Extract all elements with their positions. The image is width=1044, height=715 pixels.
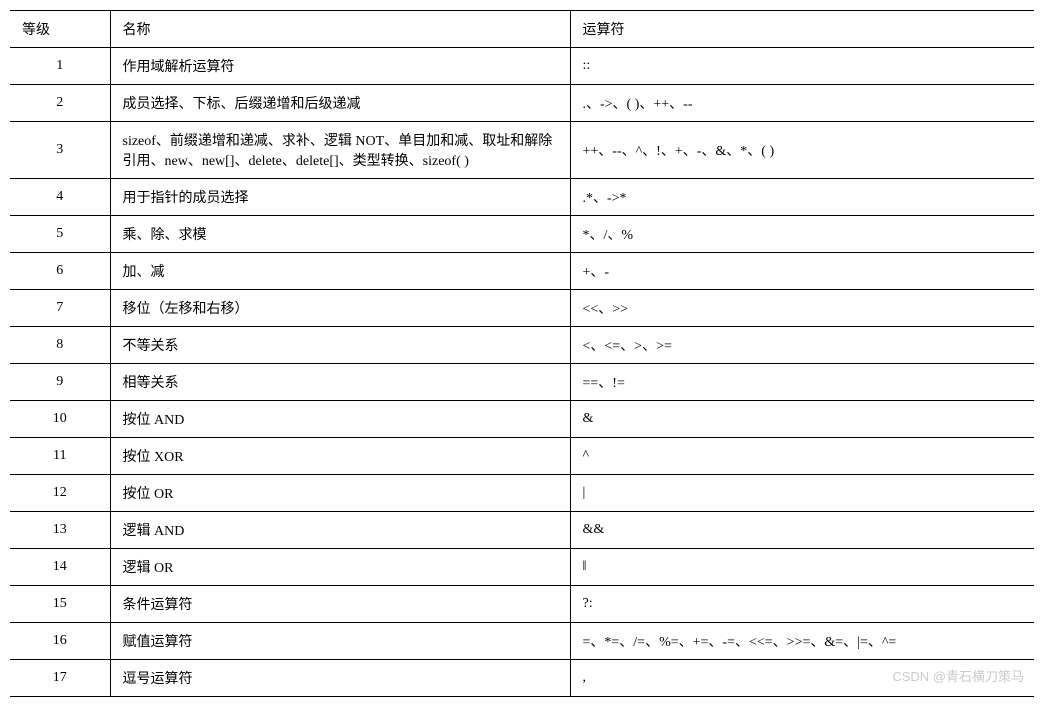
cell-level: 9 [10, 364, 110, 401]
cell-operator: | [570, 475, 1034, 512]
cell-level: 11 [10, 438, 110, 475]
cell-name: 赋值运算符 [110, 623, 570, 660]
table-row: 13逻辑 AND&& [10, 512, 1034, 549]
table-row: 6加、减+、- [10, 253, 1034, 290]
cell-name: 相等关系 [110, 364, 570, 401]
cell-level: 16 [10, 623, 110, 660]
table-row: 12按位 OR| [10, 475, 1034, 512]
cell-level: 6 [10, 253, 110, 290]
cell-name: 逻辑 OR [110, 549, 570, 586]
cell-level: 3 [10, 122, 110, 179]
cell-operator: .*、->* [570, 179, 1034, 216]
header-name: 名称 [110, 11, 570, 48]
cell-level: 1 [10, 48, 110, 85]
table-body: 1作用域解析运算符::2成员选择、下标、后缀递增和后级递减.、->、( )、++… [10, 48, 1034, 697]
cell-operator: ^ [570, 438, 1034, 475]
cell-operator: .、->、( )、++、-- [570, 85, 1034, 122]
cell-level: 17 [10, 660, 110, 697]
cell-operator: ‖ [570, 549, 1034, 586]
cell-name: 按位 XOR [110, 438, 570, 475]
header-operator: 运算符 [570, 11, 1034, 48]
table-row: 17逗号运算符, [10, 660, 1034, 697]
cell-level: 13 [10, 512, 110, 549]
cell-name: 逗号运算符 [110, 660, 570, 697]
watermark: CSDN @青石横刀策马 [892, 666, 1024, 685]
cell-operator: +、- [570, 253, 1034, 290]
cell-name: 成员选择、下标、后缀递增和后级递减 [110, 85, 570, 122]
table-row: 14逻辑 OR‖ [10, 549, 1034, 586]
table-row: 3sizeof、前缀递增和递减、求补、逻辑 NOT、单目加和减、取址和解除引用、… [10, 122, 1034, 179]
cell-operator: ?: [570, 586, 1034, 623]
cell-name: sizeof、前缀递增和递减、求补、逻辑 NOT、单目加和减、取址和解除引用、n… [110, 122, 570, 179]
cell-name: 按位 OR [110, 475, 570, 512]
table-header-row: 等级 名称 运算符 [10, 11, 1034, 48]
cell-name: 不等关系 [110, 327, 570, 364]
table-row: 1作用域解析运算符:: [10, 48, 1034, 85]
cell-name: 加、减 [110, 253, 570, 290]
table-row: 7移位（左移和右移）<<、>> [10, 290, 1034, 327]
table-row: 4用于指针的成员选择.*、->* [10, 179, 1034, 216]
cell-level: 14 [10, 549, 110, 586]
table-row: 10按位 AND& [10, 401, 1034, 438]
table-row: 16赋值运算符=、*=、/=、%=、+=、-=、<<=、>>=、&=、|=、^= [10, 623, 1034, 660]
cell-level: 4 [10, 179, 110, 216]
cell-level: 2 [10, 85, 110, 122]
cell-name: 移位（左移和右移） [110, 290, 570, 327]
cell-level: 5 [10, 216, 110, 253]
cell-operator: ++、--、^、!、+、-、&、*、( ) [570, 122, 1034, 179]
table-row: 5乘、除、求模*、/、% [10, 216, 1034, 253]
cell-operator: :: [570, 48, 1034, 85]
cell-name: 用于指针的成员选择 [110, 179, 570, 216]
cell-level: 10 [10, 401, 110, 438]
cell-level: 12 [10, 475, 110, 512]
cell-level: 7 [10, 290, 110, 327]
table-row: 11按位 XOR^ [10, 438, 1034, 475]
cell-operator: =、*=、/=、%=、+=、-=、<<=、>>=、&=、|=、^= [570, 623, 1034, 660]
cell-name: 乘、除、求模 [110, 216, 570, 253]
cell-name: 按位 AND [110, 401, 570, 438]
cell-operator: <<、>> [570, 290, 1034, 327]
table-row: 15条件运算符?: [10, 586, 1034, 623]
cell-name: 逻辑 AND [110, 512, 570, 549]
table-row: 2成员选择、下标、后缀递增和后级递减.、->、( )、++、-- [10, 85, 1034, 122]
cell-operator: ==、!= [570, 364, 1034, 401]
cell-operator: *、/、% [570, 216, 1034, 253]
table-row: 9相等关系==、!= [10, 364, 1034, 401]
operator-precedence-table: 等级 名称 运算符 1作用域解析运算符::2成员选择、下标、后缀递增和后级递减.… [10, 10, 1034, 697]
cell-operator: <、<=、>、>= [570, 327, 1034, 364]
cell-operator: && [570, 512, 1034, 549]
cell-level: 15 [10, 586, 110, 623]
cell-level: 8 [10, 327, 110, 364]
table-row: 8不等关系<、<=、>、>= [10, 327, 1034, 364]
cell-name: 条件运算符 [110, 586, 570, 623]
cell-name: 作用域解析运算符 [110, 48, 570, 85]
header-level: 等级 [10, 11, 110, 48]
cell-operator: & [570, 401, 1034, 438]
